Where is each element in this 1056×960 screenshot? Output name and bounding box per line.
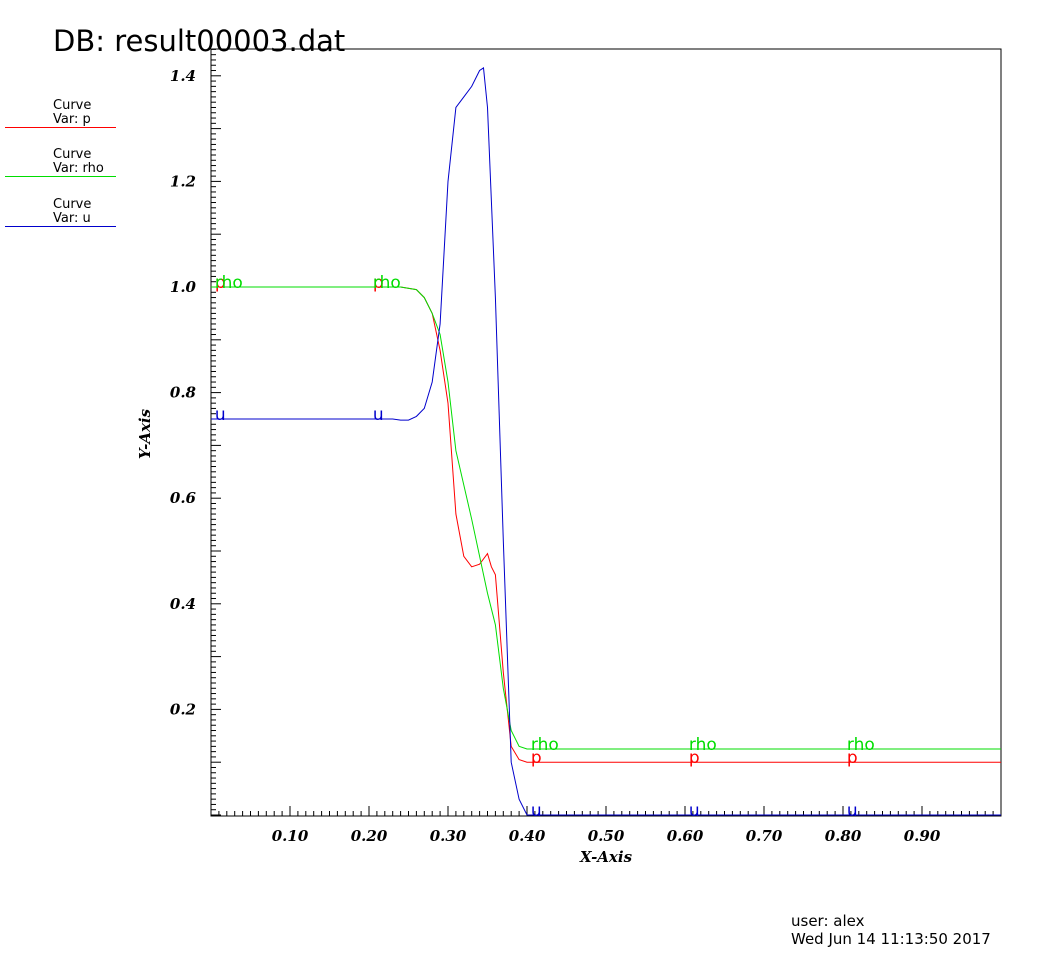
legend-label-curve: Curve [53,98,92,113]
legend-swatch-rho [5,176,116,177]
y-tick-label: 1.2 [170,172,196,190]
curve-label-u: u [689,801,700,821]
x-tick-label: 0.30 [430,827,467,845]
legend-label-curve: Curve [53,147,92,162]
x-tick-labels: 0.10 0.20 0.30 0.40 0.50 0.60 0.70 0.80 0.90 [272,827,941,845]
curve-label-rho: rho [689,735,717,755]
legend-label-var: Var: p [53,112,91,127]
plot-frame [210,48,1002,817]
x-tick-label: 0.70 [746,827,783,845]
y-tick-label: 1.0 [170,278,197,296]
curve-label-p: p [531,748,542,768]
x-tick-label: 0.60 [667,827,704,845]
y-tick-label: 0.4 [170,595,196,613]
curve-label-p: p [373,273,384,293]
curve-label-rho: rho [847,735,875,755]
curve-label-u: u [531,801,542,821]
curve-label-u: u [847,801,858,821]
y-tick-label: 0.6 [170,489,197,507]
curve-p [211,286,1001,763]
curve-label-rho: rho [215,273,243,293]
curve-u [211,67,1001,816]
timestamp: Wed Jun 14 11:13:50 2017 [791,930,991,948]
y-tick-labels: 0.2 0.4 0.6 0.8 1.0 1.2 1.4 [170,67,197,719]
curve-label-rho: rho [531,735,559,755]
curve-label-p: p [847,748,858,768]
legend-swatch-u [5,226,116,227]
curve-label-p: p [689,748,700,768]
x-tick-label: 0.80 [825,827,862,845]
y-axis-title: Y-Axis [136,408,154,459]
curve-label-u: u [215,405,226,425]
curve-label-rho: rho [373,273,401,293]
legend-label-curve: Curve [53,197,92,212]
curve-label-p: p [215,273,226,293]
user-info: user: alex [791,912,865,930]
x-tick-label: 0.50 [588,827,625,845]
curve-label-u: u [373,405,384,425]
x-tick-label: 0.20 [351,827,388,845]
curves [211,67,1001,816]
x-tick-label: 0.40 [509,827,546,845]
db-title: DB: result00003.dat [53,24,346,58]
y-tick-label: 1.4 [170,67,196,85]
legend-label-var: Var: u [53,211,91,226]
legend-label-var: Var: rho [53,161,104,176]
curve-rho [211,286,1001,750]
axis-ticks [210,48,1002,816]
x-tick-label: 0.10 [272,827,309,845]
legend-swatch-p [5,127,116,128]
x-tick-label: 0.90 [904,827,941,845]
x-axis-title: X-Axis [579,848,633,866]
y-tick-label: 0.2 [170,700,196,718]
y-tick-label: 0.8 [170,384,197,402]
